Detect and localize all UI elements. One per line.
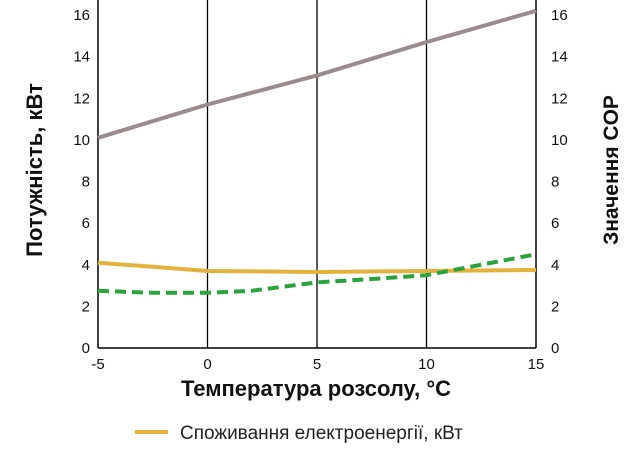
y-right-tick-label-5: 10 — [551, 132, 568, 149]
legend: Споживання електроенергії, кВт — [135, 423, 463, 444]
series-line-dashed — [97, 252, 537, 295]
y-right-tick-label-0: 0 — [551, 340, 559, 357]
y-right-tick-labels: 0 2 4 6 8 10 12 14 16 — [551, 7, 568, 357]
legend-label-power-consumption: Споживання електроенергії, кВт — [180, 423, 463, 444]
x-tick-label-4: 15 — [528, 356, 545, 373]
y-left-tick-label-3: 6 — [82, 215, 90, 232]
y-left-tick-label-4: 8 — [82, 174, 90, 191]
y-left-tick-label-7: 14 — [73, 49, 90, 66]
y-left-tick-label-8: 16 — [73, 7, 90, 24]
y-left-tick-labels: 0 2 4 6 8 10 12 14 16 — [73, 7, 90, 357]
plot-frame — [97, 0, 537, 349]
x-tick-labels: -5 0 5 10 15 — [91, 356, 544, 373]
y-right-tick-label-3: 6 — [551, 215, 559, 232]
series-line-top — [97, 8, 537, 140]
y-right-tick-label-8: 16 — [551, 7, 568, 24]
grid-lines — [206, 0, 428, 348]
series-group — [97, 8, 537, 295]
y-left-tick-label-0: 0 — [82, 340, 90, 357]
y-axis-right-title: Значення COP — [600, 95, 623, 245]
y-right-tick-label-7: 14 — [551, 49, 568, 66]
y-right-tick-label-4: 8 — [551, 174, 559, 191]
y-axis-left-title: Потужність, кВт — [22, 83, 47, 257]
x-axis-title: Температура розсолу, °C — [181, 376, 451, 401]
x-tick-label-3: 10 — [418, 356, 435, 373]
y-left-tick-label-2: 4 — [82, 257, 90, 274]
y-right-tick-label-1: 2 — [551, 298, 559, 315]
x-tick-label-0: -5 — [91, 356, 104, 373]
y-right-tick-label-2: 4 — [551, 257, 559, 274]
x-tick-label-1: 0 — [203, 356, 211, 373]
y-right-tick-label-6: 12 — [551, 90, 568, 107]
y-left-tick-label-5: 10 — [73, 132, 90, 149]
y-left-tick-label-6: 12 — [73, 90, 90, 107]
y-left-tick-label-1: 2 — [82, 298, 90, 315]
x-tick-label-2: 5 — [313, 356, 321, 373]
